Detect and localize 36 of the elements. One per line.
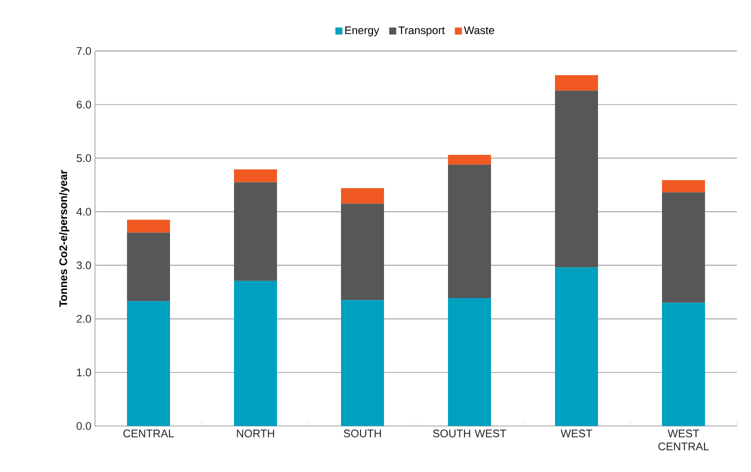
bar [127,301,170,426]
bar [341,204,384,300]
bar [448,164,492,298]
y-tick-label: 0.0 [76,422,92,430]
bar [662,302,706,426]
legend-label: Transport [398,26,445,36]
y-tick-label: 3.0 [76,261,92,270]
bar [555,90,598,268]
bar [341,300,384,426]
bar [662,180,706,192]
y-tick-label: 1.0 [77,368,92,376]
bar [234,280,278,426]
x-tick-label: NORTH [236,430,274,438]
bar [448,154,492,165]
bar [555,267,598,426]
bar [662,192,706,303]
y-tick-label: 5.0 [76,154,92,162]
x-tick-label: CENTRAL [123,430,174,438]
x-tick-label: SOUTH WEST [433,430,506,438]
y-tick-label: 7.0 [76,47,92,55]
bar [341,188,384,204]
bar [555,75,598,91]
bar [234,169,278,182]
bar [127,232,170,302]
y-tick-label: 4.0 [76,208,92,216]
x-tick-label: WEST CENTRAL [658,430,709,450]
y-axis-title: Tonnes Co2-e/person/year [59,170,70,308]
legend-label: Energy [345,26,380,36]
y-tick-label: 2.0 [76,314,92,323]
bar [127,220,170,233]
x-tick-label: SOUTH [344,430,381,438]
legend-label: Waste [464,26,494,34]
bar [234,182,278,281]
bar [448,298,492,426]
x-tick-label: WEST [560,430,592,438]
y-tick-label: 6.0 [76,100,92,108]
